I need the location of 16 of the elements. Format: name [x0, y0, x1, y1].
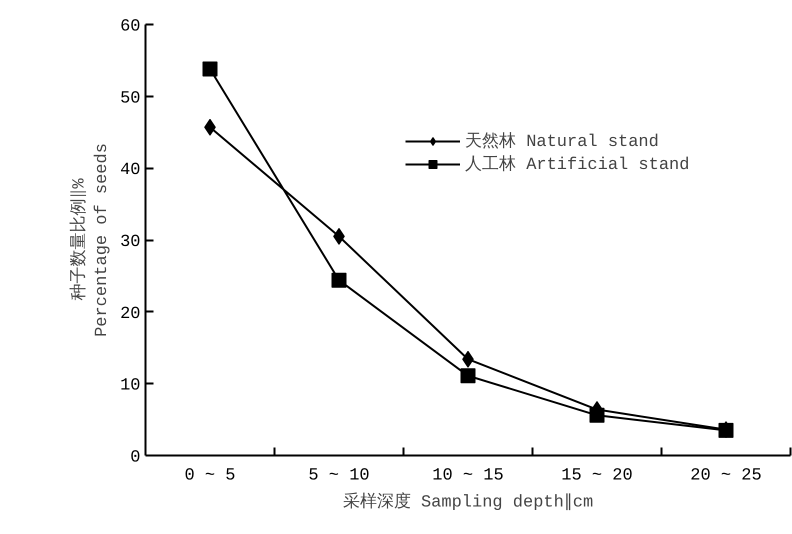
legend-label: 天然林 Natural stand — [465, 131, 659, 152]
x-tick-label: 15 ~ 20 — [561, 466, 633, 486]
x-tick-label: 10 ~ 15 — [432, 466, 504, 486]
y-tick-label: 20 — [120, 304, 141, 324]
y-tick-label: 50 — [120, 89, 141, 108]
y-tick-label: 10 — [120, 376, 141, 396]
x-axis-title: 采样深度 Sampling depth∥cm — [342, 492, 594, 512]
x-tick-label: 0 ~ 5 — [184, 466, 236, 486]
legend-label: 人工林 Artificial stand — [465, 154, 690, 175]
y-tick-label: 30 — [120, 233, 141, 252]
y-tick-label: 0 — [130, 448, 140, 468]
y-axis-title: 种子数量比例∥% Percentage of seeds — [69, 143, 112, 337]
x-tick-label: 5 ~ 10 — [308, 466, 370, 486]
y-tick-label: 40 — [120, 161, 141, 180]
x-tick-label: 20 ~ 25 — [690, 466, 762, 486]
y-tick-label: 60 — [120, 18, 141, 36]
